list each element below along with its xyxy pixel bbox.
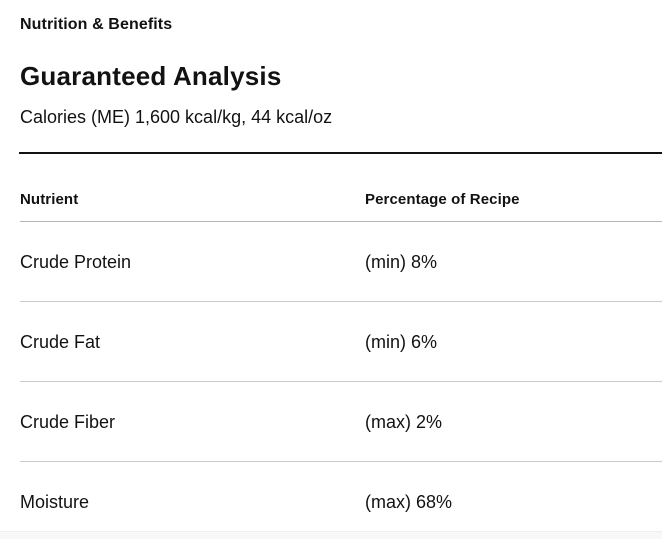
- nutrient-value: (min) 8%: [365, 251, 438, 272]
- nutrient-name: Crude Fiber: [20, 411, 116, 432]
- table-row: Crude Fat (min) 6%: [20, 302, 662, 382]
- next-section-edge: [0, 531, 662, 539]
- nutrient-name: Crude Protein: [20, 251, 132, 272]
- nutrient-value: (min) 6%: [365, 331, 438, 352]
- divider-strong: [19, 152, 662, 154]
- nutrient-value: (max) 2%: [365, 411, 443, 432]
- nutrient-value: (max) 68%: [365, 492, 453, 512]
- column-header-percentage: Percentage of Recipe: [365, 191, 520, 208]
- table-row: Crude Fiber (max) 2%: [20, 382, 662, 462]
- section-label: Nutrition & Benefits: [20, 16, 173, 33]
- calories-line: Calories (ME) 1,600 kcal/kg, 44 kcal/oz: [20, 107, 333, 127]
- page-title: Guaranteed Analysis: [20, 61, 282, 91]
- nutrient-name: Crude Fat: [20, 331, 101, 352]
- guaranteed-analysis-table: Nutrient Percentage of Recipe Crude Prot…: [20, 154, 662, 539]
- column-header-nutrient: Nutrient: [20, 191, 79, 208]
- nutrient-name: Moisture: [20, 492, 90, 512]
- table-header-row: Nutrient Percentage of Recipe: [20, 154, 662, 222]
- table-row: Moisture (max) 68%: [20, 462, 662, 539]
- table-row: Crude Protein (min) 8%: [20, 222, 662, 302]
